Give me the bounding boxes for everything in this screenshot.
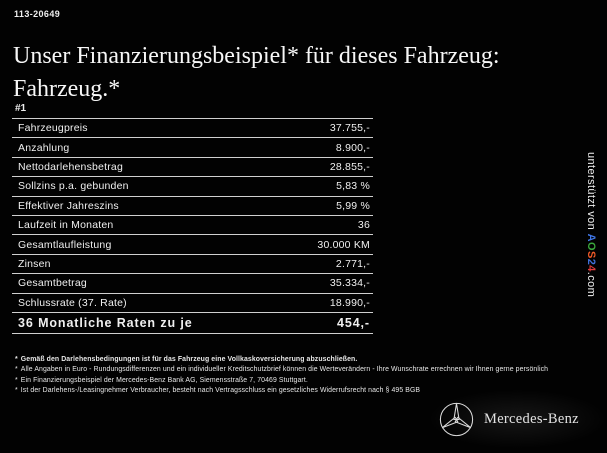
page-title: Unser Finanzierungsbeispiel* für dieses …	[13, 40, 588, 106]
total-row-label: 36 Monatliche Raten zu je	[18, 316, 193, 331]
table-row: Schlussrate (37. Rate) 18.990,-	[12, 294, 373, 313]
aos24-letter: O	[585, 241, 597, 251]
footnote-marker: *	[15, 366, 18, 374]
row-label: Nettodarlehensbetrag	[18, 160, 123, 173]
footnote: * Alle Angaben in Euro - Rundungsdifferen…	[15, 365, 575, 375]
footnote-marker: *	[15, 356, 18, 363]
footnote: * Ist der Darlehens-/Leasingnehmer Verbra…	[15, 386, 575, 396]
row-value: 18.990,-	[329, 296, 370, 309]
row-label: Fahrzeugpreis	[18, 122, 88, 135]
table-total-row: 36 Monatliche Raten zu je 454,-	[12, 313, 373, 335]
financing-table: Fahrzeugpreis 37.755,- Anzahlung 8.900,-…	[12, 118, 373, 335]
row-label: Effektiver Jahreszins	[18, 199, 119, 212]
support-prefix: unterstützt von	[585, 152, 597, 234]
footnote-text: Alle Angaben in Euro - Rundungsdifferenz…	[20, 366, 549, 374]
row-value: 8.900,-	[335, 141, 370, 154]
footnote-marker: *	[15, 386, 18, 394]
row-value: 30.000 KM	[317, 238, 370, 251]
aos24-logo: AOS24	[585, 234, 597, 272]
row-label: Zinsen	[18, 257, 51, 270]
footnote-text: Ist der Darlehens-/Leasingnehmer Verbrau…	[20, 386, 421, 394]
footnote-text: Gemäß den Darlehensbedingungen ist für d…	[20, 356, 358, 363]
row-value: 2.771,-	[335, 257, 370, 270]
aos24-letter: 2	[585, 258, 597, 266]
table-row: Laufzeit in Monaten 36	[12, 216, 373, 236]
row-label: Schlussrate (37. Rate)	[18, 296, 127, 309]
row-label: Gesamtlaufleistung	[18, 238, 112, 251]
row-value: 5,99 %	[336, 199, 370, 212]
page-title-line1: Unser Finanzierungsbeispiel* für dieses …	[13, 43, 500, 69]
row-value: 5,83 %	[336, 180, 370, 193]
row-value: 37.755,-	[329, 122, 370, 135]
row-value: 35.334,-	[329, 277, 370, 290]
aos24-letter: 4	[585, 265, 597, 272]
table-row: Gesamtbetrag 35.334,-	[12, 274, 373, 294]
reference-number: 113-20649	[14, 9, 61, 19]
footnote: * Gemäß den Darlehensbedingungen ist für …	[15, 355, 575, 365]
table-row: Zinsen 2.771,-	[12, 255, 373, 275]
row-label: Laufzeit in Monaten	[18, 219, 114, 232]
table-row: Gesamtlaufleistung 30.000 KM	[12, 235, 373, 255]
table-tag: #1	[15, 103, 27, 114]
table-row: Effektiver Jahreszins 5,99 %	[12, 197, 373, 216]
footnote-marker: *	[15, 376, 18, 384]
table-row: Sollzins p.a. gebunden 5,83 %	[12, 177, 373, 197]
mercedes-wordmark: Mercedes-Benz	[484, 410, 579, 427]
row-label: Sollzins p.a. gebunden	[18, 180, 129, 193]
footnotes: * Gemäß den Darlehensbedingungen ist für …	[15, 355, 575, 396]
table-row: Fahrzeugpreis 37.755,-	[12, 119, 373, 139]
row-label: Anzahlung	[18, 141, 70, 154]
aos24-letter: A	[585, 233, 597, 242]
row-label: Gesamtbetrag	[18, 277, 87, 290]
support-banner: unterstützt von AOS24.com	[585, 152, 597, 362]
table-row: Anzahlung 8.900,-	[12, 138, 373, 158]
mercedes-star-icon	[439, 402, 474, 436]
page-title-line2: Fahrzeug.*	[13, 76, 121, 102]
table-row: Nettodarlehensbetrag 28.855,-	[12, 158, 373, 178]
row-value: 36	[357, 219, 370, 232]
mercedes-logo-block: Mercedes-Benz	[430, 390, 605, 448]
total-row-value: 454,-	[337, 316, 370, 331]
footnote: * Ein Finanzierungsbeispiel der Mercedes-…	[15, 376, 575, 386]
footnote-text: Ein Finanzierungsbeispiel der Mercedes-B…	[20, 376, 308, 384]
support-suffix: .com	[585, 271, 597, 298]
aos24-letter: S	[585, 250, 597, 259]
row-value: 28.855,-	[329, 160, 370, 173]
